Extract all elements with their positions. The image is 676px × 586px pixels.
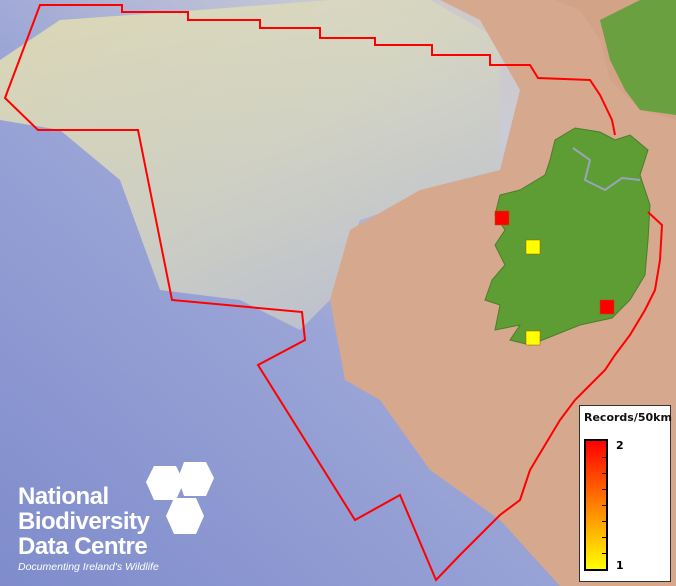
record-square-south-east[interactable]: [599, 299, 615, 315]
logo-line3: Data Centre: [18, 533, 148, 560]
border-line: [572, 147, 641, 192]
boundary-line: [3, 4, 664, 582]
record-square-west-coast-north[interactable]: [494, 210, 510, 226]
logo-line1: National: [18, 483, 109, 510]
legend-min-label: 1: [616, 559, 624, 572]
logo-line2: Biodiversity: [18, 508, 150, 535]
record-square-south-west[interactable]: [525, 330, 541, 346]
legend-max-label: 2: [616, 439, 624, 452]
great-britain-land: [600, 0, 676, 115]
continental-shelf: [0, 0, 500, 330]
record-square-west-central[interactable]: [525, 239, 541, 255]
color-ramp: [584, 439, 608, 571]
legend: Records/50km 2 1: [579, 405, 672, 582]
logo-hexagons-icon: [146, 462, 214, 534]
logo-tagline: Documenting Ireland's Wildlife: [18, 561, 159, 573]
legend-title: Records/50km: [584, 411, 672, 424]
nbdc-logo: National Biodiversity Data Centre Docume…: [18, 462, 214, 573]
